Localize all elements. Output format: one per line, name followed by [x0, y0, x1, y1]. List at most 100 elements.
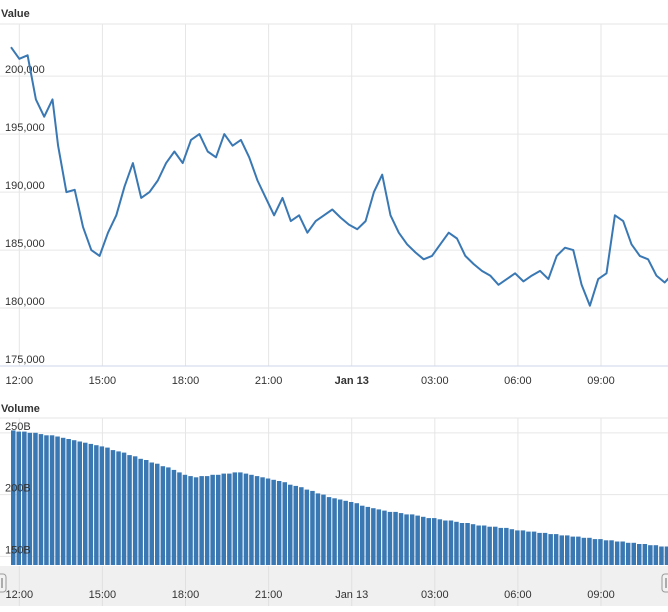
volume-bar — [326, 497, 332, 565]
volume-y-tick-label: 250B — [5, 421, 31, 433]
volume-bar — [581, 537, 587, 565]
volume-bar — [648, 545, 653, 565]
volume-bar — [171, 469, 177, 565]
volume-bar — [470, 524, 476, 565]
volume-bar — [565, 535, 570, 565]
navigator-x-tick-label: 09:00 — [587, 589, 615, 601]
navigator-left-handle[interactable] — [0, 573, 7, 593]
volume-bar — [454, 521, 459, 565]
volume-y-tick-labels: 150B 200B 250B — [5, 421, 31, 557]
volume-bar — [498, 527, 503, 565]
volume-bar — [210, 474, 215, 565]
volume-bar — [382, 510, 387, 565]
value-series-line — [10, 46, 668, 307]
volume-bar — [465, 523, 470, 565]
volume-bar — [276, 481, 282, 565]
volume-bar — [664, 546, 668, 565]
navigator-x-tick-label: 18:00 — [172, 589, 200, 601]
volume-bar — [232, 472, 238, 565]
volume-bar — [149, 462, 154, 565]
navigator-right-handle[interactable] — [661, 573, 668, 593]
volume-bar — [271, 479, 276, 565]
volume-bar — [221, 473, 226, 565]
volume-bar — [481, 525, 487, 565]
volume-bar — [398, 513, 404, 565]
volume-bar — [127, 455, 132, 565]
navigator-x-tick-label: 15:00 — [89, 589, 117, 601]
value-x-tick-label: 18:00 — [172, 375, 200, 387]
volume-bar — [310, 490, 315, 565]
volume-bar — [110, 450, 116, 565]
volume-bar — [371, 508, 376, 565]
volume-bar — [94, 445, 99, 565]
volume-bar — [49, 435, 55, 565]
volume-y-tick-label: 150B — [5, 544, 31, 556]
volume-bar — [182, 474, 188, 565]
volume-bar — [659, 546, 664, 565]
volume-bar — [193, 477, 199, 565]
navigator-background — [0, 566, 668, 606]
volume-bar — [515, 530, 520, 565]
volume-bar — [653, 545, 659, 565]
value-y-tick-label: 195,000 — [5, 122, 45, 134]
navigator[interactable]: 12:00 15:00 18:00 21:00 Jan 13 03:00 06:00 09:0… — [0, 566, 668, 606]
volume-bar — [254, 476, 260, 565]
value-x-tick-label: Jan 13 — [335, 375, 369, 387]
volume-bar — [116, 451, 121, 565]
volume-bar — [637, 544, 642, 565]
volume-bar — [11, 430, 16, 565]
navigator-gridlines — [18, 566, 602, 606]
value-x-tick-labels: 12:00 15:00 18:00 21:00 Jan 13 03:00 06:00 09:0… — [6, 375, 615, 387]
volume-bar — [631, 542, 636, 565]
volume-bar — [343, 500, 348, 565]
volume-bar — [348, 502, 354, 565]
volume-bar — [443, 520, 448, 565]
navigator-x-tick-label: 21:00 — [255, 589, 283, 601]
volume-bar — [77, 441, 82, 565]
volume-bar — [559, 535, 564, 565]
volume-bar — [459, 523, 465, 565]
volume-bar — [144, 460, 149, 565]
volume-bar — [526, 531, 531, 565]
volume-bar — [60, 437, 66, 565]
volume-bar — [609, 540, 614, 565]
volume-bar — [598, 539, 603, 565]
volume-bar — [421, 516, 426, 565]
volume-bar — [553, 534, 559, 565]
volume-bar — [487, 526, 492, 565]
volume-bar — [265, 478, 271, 565]
volume-bar — [38, 434, 44, 565]
value-x-tick-label: 09:00 — [587, 375, 615, 387]
value-x-tick-label: 21:00 — [255, 375, 283, 387]
value-gridlines — [0, 23, 668, 367]
volume-bar — [504, 527, 509, 565]
volume-bar — [293, 485, 298, 565]
volume-bar — [437, 519, 443, 565]
volume-bar — [304, 489, 310, 565]
volume-bar — [288, 484, 293, 565]
volume-bar — [83, 442, 88, 565]
volume-bar — [509, 529, 515, 565]
volume-bar — [642, 544, 648, 565]
volume-bar — [132, 456, 138, 565]
volume-bar — [337, 499, 343, 565]
volume-bar — [44, 435, 49, 565]
volume-bar — [409, 514, 415, 565]
volume-bar — [227, 473, 232, 565]
volume-bar — [238, 472, 243, 565]
navigator-x-tick-labels: 12:00 15:00 18:00 21:00 Jan 13 03:00 06:00 09:0… — [6, 589, 615, 601]
volume-bar — [432, 518, 437, 565]
navigator-x-tick-label: 12:00 — [6, 589, 34, 601]
volume-bar — [27, 432, 33, 565]
value-x-tick-label: 15:00 — [89, 375, 117, 387]
volume-bar — [188, 476, 193, 565]
volume-bar — [614, 541, 620, 565]
volume-bar — [426, 518, 431, 565]
volume-bar — [387, 511, 393, 565]
volume-bar — [199, 476, 204, 565]
volume-bar — [360, 505, 365, 565]
volume-bar — [354, 503, 359, 565]
value-x-tick-label: 06:00 — [504, 375, 532, 387]
volume-bar — [542, 532, 548, 565]
